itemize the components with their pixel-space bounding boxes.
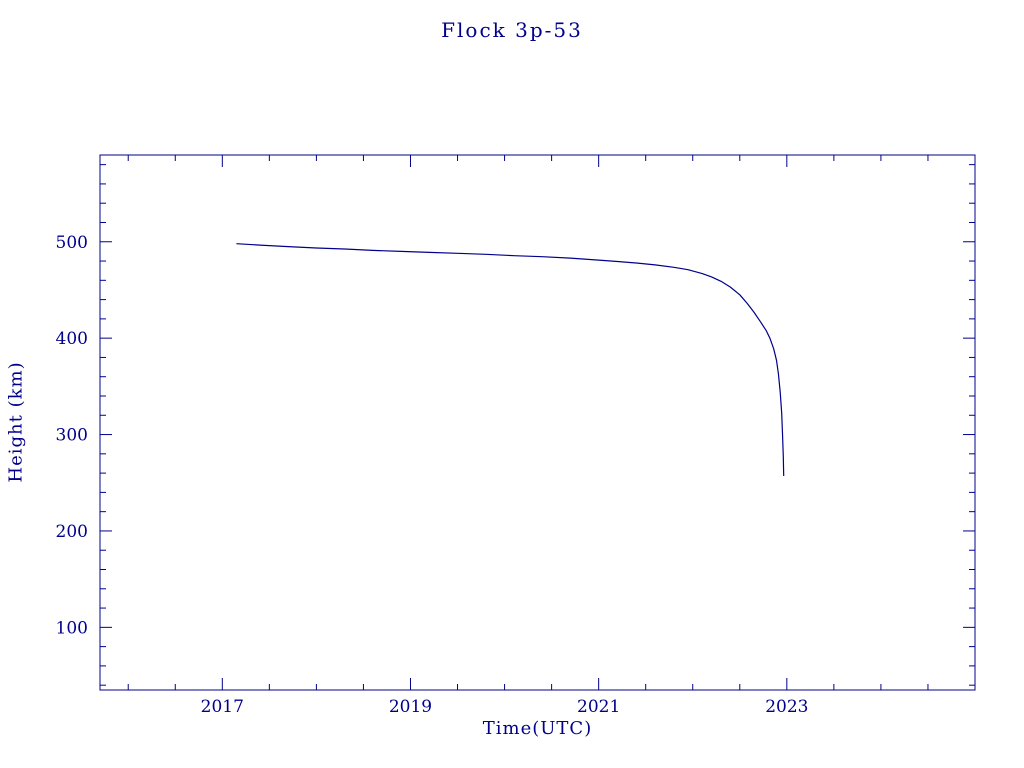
y-tick-label: 500	[56, 233, 88, 253]
decay-curve	[236, 243, 785, 477]
plot-border	[99, 154, 976, 691]
y-tick-label: 300	[56, 426, 88, 446]
x-tick-label: 2021	[577, 697, 620, 717]
y-tick-label: 400	[56, 329, 88, 349]
y-tick-label: 100	[56, 618, 88, 638]
x-tick-label: 2019	[389, 697, 432, 717]
x-tick-label: 2023	[765, 697, 808, 717]
x-axis-label: Time(UTC)	[482, 718, 593, 739]
x-tick-label: 2017	[201, 697, 244, 717]
y-tick-label: 200	[56, 522, 88, 542]
chart-title: Flock 3p-53	[441, 18, 583, 42]
